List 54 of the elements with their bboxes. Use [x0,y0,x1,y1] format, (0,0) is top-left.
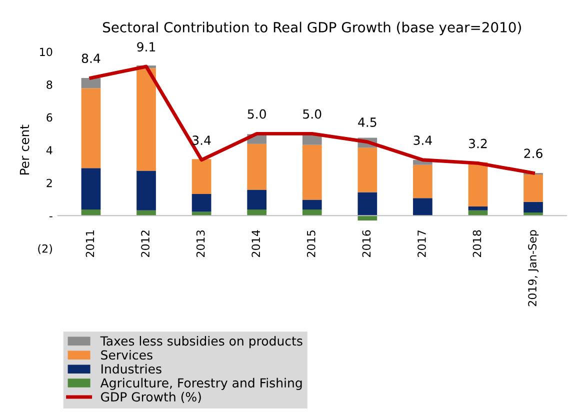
bar [247,210,267,216]
legend-label: Services [101,350,152,360]
y-tick-label: 6 [46,113,52,122]
x-tick-label: 2016 [362,230,371,257]
legend-label: GDP Growth (%) [101,392,201,404]
y-tick-label: 10 [40,48,52,56]
legend-label: Taxes less subsidies on products [100,336,302,348]
data-label: 4.5 [358,118,376,127]
bar [247,190,267,210]
bar [358,192,378,216]
x-tick-label: 2015 [306,230,316,257]
y-tick-label: - [49,216,52,218]
bar [413,164,432,198]
bar [524,202,543,213]
bar [524,174,543,202]
bar [192,159,212,194]
data-label: 3.4 [192,136,211,145]
y-tick-label: (2) [38,244,52,254]
chart-title: Sectoral Contribution to Real GDP Growth (base year=2010) [103,22,521,36]
data-label: 5.0 [303,109,322,119]
legend-label: Industries [102,364,162,374]
bar [468,162,488,206]
bar [81,78,101,88]
data-label: 8.4 [82,54,100,64]
bar [81,168,101,210]
bar [468,206,488,210]
bar [302,144,322,200]
y-axis-title: Per cent [20,124,30,174]
x-tick-label: 2014 [252,230,260,257]
bar [81,88,101,168]
bar [247,144,267,190]
y-tick-label: 2 [46,178,52,188]
bar [358,216,378,221]
bar [136,170,156,210]
bar [358,148,378,192]
bar [192,194,212,212]
x-tick-label: 2011 [86,230,94,257]
data-label: 5.0 [248,109,266,119]
x-tick-label: 2017 [418,230,426,257]
x-tick-label: 2013 [196,230,205,257]
y-tick-label: 8 [46,80,52,89]
data-label: 3.2 [468,138,487,148]
bar [302,200,322,210]
data-label: 9.1 [137,42,156,52]
bar [413,198,432,216]
x-tick-label: 2019, Jan-Sep [528,230,539,306]
data-label: 3.4 [414,136,432,145]
x-tick-label: 2018 [472,230,482,257]
data-label: 2.6 [524,148,542,158]
legend-label: Agriculture, Forestry and Fishing [100,378,302,390]
y-tick-label: 4 [46,146,52,154]
bar [136,68,156,171]
bar [302,210,322,216]
x-tick-label: 2012 [141,230,150,257]
